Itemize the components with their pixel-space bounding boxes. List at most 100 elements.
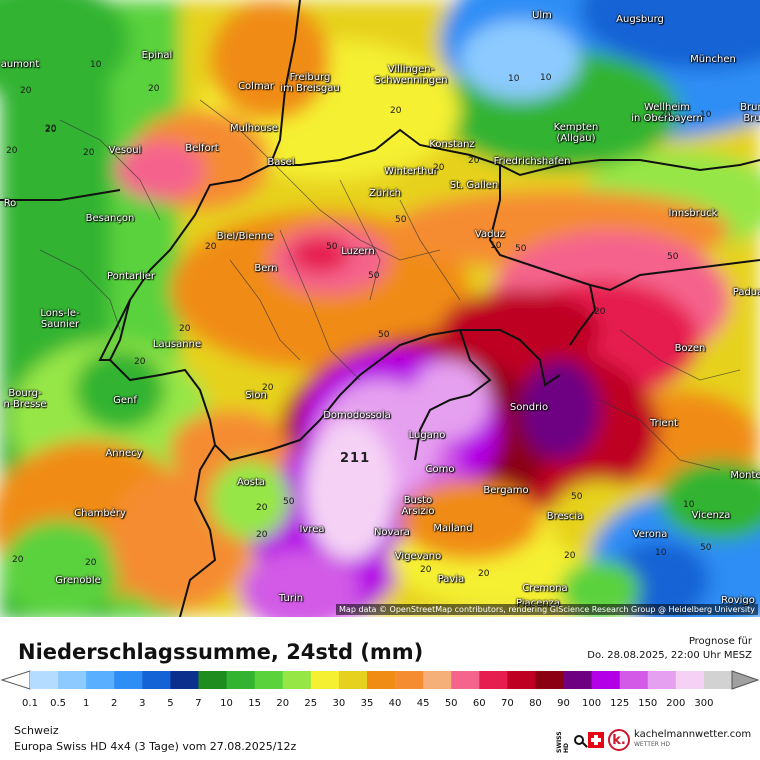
- city-label: Innsbruck: [668, 208, 718, 219]
- city-label: Piacenza: [516, 598, 560, 609]
- city-label: Turin: [278, 593, 304, 604]
- legend-tick-label: 1: [82, 698, 90, 709]
- city-label: Grenoble: [55, 575, 101, 586]
- legend-swatch: [86, 671, 115, 689]
- forecast-label: Prognose für: [688, 636, 752, 647]
- legend-swatch: [170, 671, 199, 689]
- legend-tick-label: 30: [332, 698, 346, 709]
- city-label: Bozen: [674, 343, 706, 354]
- city-label: Villingen- Schwenningen: [374, 64, 448, 86]
- city-label: Chambéry: [74, 508, 126, 519]
- city-label: Verona: [632, 529, 668, 540]
- contour-label: 20: [85, 558, 97, 568]
- legend-tick-label: 25: [304, 698, 318, 709]
- city-label: Lons-le- Saunier: [40, 308, 80, 330]
- city-label: Pavia: [437, 574, 465, 585]
- model-run-label: Europa Swiss HD 4x4 (3 Tage) vom 27.08.2…: [14, 740, 297, 753]
- legend-swatch: [619, 671, 649, 689]
- city-label: Vigevano: [394, 551, 442, 562]
- city-label: Trient: [650, 418, 678, 429]
- city-label: Sondrio: [509, 402, 549, 413]
- legend-swatch: [647, 671, 677, 689]
- city-label: Konstanz: [429, 139, 475, 150]
- legend-tick-label: 50: [444, 698, 458, 709]
- city-label: Besançon: [85, 213, 135, 224]
- contour-label: 20: [256, 530, 268, 540]
- logos: SWISS HD k. kachelmannwetter.com WETTER …: [556, 727, 751, 753]
- legend-tick-label: 15: [248, 698, 261, 709]
- city-label: Aosta: [236, 477, 266, 488]
- city-label: Cremona: [522, 583, 568, 594]
- city-label: Bourg-n-Bresse: [3, 388, 47, 410]
- color-scale-legend: [0, 670, 760, 690]
- legend-tick-label: 150: [638, 698, 658, 709]
- contour-label: 20: [205, 242, 217, 252]
- city-label: Epinal: [141, 50, 173, 61]
- city-label: Freiburg im Breisgau: [280, 72, 340, 94]
- city-label: Augsburg: [616, 14, 664, 25]
- city-label: Vaduz: [474, 229, 506, 240]
- kachelmann-logo-icon: k.: [608, 729, 630, 751]
- city-label: Monte: [730, 470, 760, 481]
- legend-tick-label: 125: [610, 698, 630, 709]
- legend-tick-label: 0.1: [22, 698, 38, 709]
- city-label: Padua: [732, 287, 760, 298]
- contour-label: 20: [256, 503, 268, 513]
- city-label: Friedrichshafen: [493, 156, 571, 167]
- city-label: Brescia: [546, 511, 584, 522]
- contour-label: 50: [283, 497, 295, 507]
- city-label: Ro: [3, 198, 17, 209]
- contour-label: 20: [262, 383, 274, 393]
- contour-label: 10: [683, 500, 695, 510]
- contour-label: 20: [45, 124, 57, 134]
- legend-swatch: [338, 671, 368, 689]
- city-label: Vicenza: [691, 510, 731, 521]
- city-label: Bern: [254, 263, 278, 274]
- precipitation-map[interactable]: Ulm Augsburg Epinal aumont Freiburg im Breisg…: [0, 0, 760, 617]
- legend-swatch: [30, 671, 59, 689]
- legend-swatch: [535, 671, 565, 689]
- contour-label: 50: [378, 330, 390, 340]
- city-label: Annecy: [105, 448, 143, 459]
- contour-label: 20: [6, 146, 18, 156]
- legend-swatch: [507, 671, 536, 689]
- contour-label: 20: [83, 148, 95, 158]
- legend-swatch: [142, 671, 171, 689]
- legend-tick-label: 90: [557, 698, 570, 709]
- map-attribution: Map data © OpenStreetMap contributors, r…: [336, 604, 758, 615]
- legend-swatch: [282, 671, 312, 689]
- legend-tick-label: 300: [694, 698, 714, 709]
- legend-tick-label: 3: [139, 698, 146, 709]
- city-label: Pontarlier: [106, 271, 156, 282]
- contour-label: 10: [540, 73, 552, 83]
- legend-swatch: [675, 671, 705, 689]
- legend-tick-label: 200: [666, 698, 686, 709]
- legend-tick-label: 10: [220, 698, 233, 709]
- legend-tick-label: 40: [388, 698, 402, 709]
- swiss-flag-icon: [588, 732, 604, 748]
- contour-label: 10: [700, 110, 712, 120]
- city-label: St. Gallen: [449, 180, 499, 191]
- legend-high-arrow: [731, 670, 760, 690]
- legend-swatch: [310, 671, 340, 689]
- magnifier-icon[interactable]: [574, 735, 584, 745]
- legend-tick-label: 5: [167, 698, 174, 709]
- contour-label: 20: [468, 156, 480, 166]
- city-label: Lugano: [408, 430, 446, 441]
- legend-tick-label: 70: [500, 698, 514, 709]
- precipitation-field: [0, 0, 760, 617]
- city-label: Ulm: [532, 10, 552, 21]
- legend-tick-label: 45: [416, 698, 430, 709]
- city-label: Novara: [374, 527, 410, 538]
- contour-label: 20: [12, 555, 24, 565]
- contour-label: 20: [564, 551, 576, 561]
- city-label: BrunBru: [740, 102, 760, 124]
- legend-swatch: [451, 671, 480, 689]
- legend-swatch: [254, 671, 284, 689]
- swiss-hd-badge: SWISS HD: [556, 731, 570, 753]
- legend-swatch: [703, 671, 733, 689]
- city-label: Basel: [267, 157, 295, 168]
- legend-tick-label: 7: [195, 698, 202, 709]
- city-label: Belfort: [185, 143, 219, 154]
- map-title: Niederschlagssumme, 24std (mm): [18, 640, 424, 664]
